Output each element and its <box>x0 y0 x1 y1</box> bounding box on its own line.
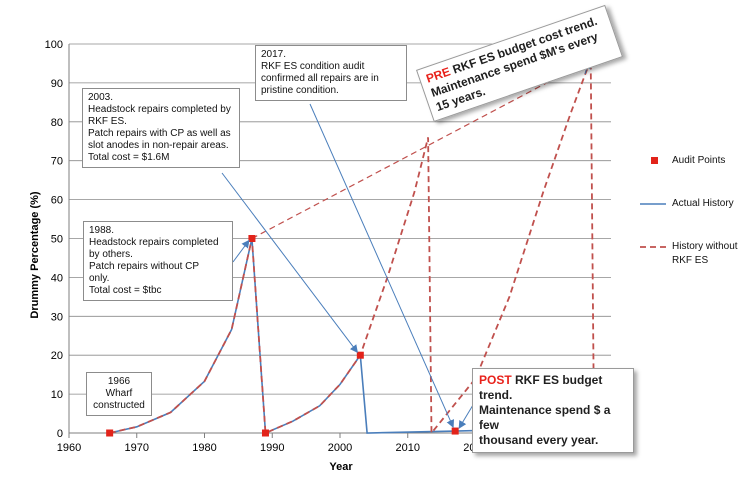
y-tick-label: 0 <box>57 428 63 440</box>
x-tick-label: 1980 <box>192 442 216 454</box>
y-tick-label: 10 <box>51 389 63 401</box>
annotation-line: 2017. <box>261 49 287 60</box>
legend-without-rkf-line1: History without <box>672 241 738 252</box>
annotation-2003: 2003. Headstock repairs completed by RKF… <box>82 88 240 168</box>
y-tick-label: 40 <box>51 272 63 284</box>
audit-point-marker <box>356 351 364 359</box>
audit-point-marker <box>248 235 256 242</box>
x-tick-label: 1990 <box>260 442 284 454</box>
annotation-line: by others. <box>89 249 133 260</box>
legend-audit-marker <box>651 157 658 164</box>
annotation-line: confirmed all repairs are in <box>261 73 379 84</box>
series-layer <box>106 59 612 437</box>
annotation-line: Total cost = $1.6M <box>88 152 170 163</box>
annotation-line: Patch repairs with CP as well as <box>88 128 231 139</box>
annotation-line: pristine condition. <box>261 85 339 96</box>
x-tick-label: 1970 <box>125 442 149 454</box>
annotation-line: Total cost = $tbc <box>89 285 162 296</box>
x-tick-label: 2000 <box>328 442 352 454</box>
annotation-1988: 1988. Headstock repairs completed by oth… <box>83 221 233 301</box>
y-tick-label: 80 <box>51 117 63 129</box>
y-tick-label: 20 <box>51 350 63 362</box>
annotation-line: 2003. <box>88 92 114 103</box>
legend-audit-points: Audit Points <box>672 155 726 166</box>
annotation-line: 1966 <box>107 376 131 387</box>
post-highlight: POST <box>479 373 512 387</box>
y-tick-label: 100 <box>45 39 63 51</box>
annotation-line: Headstock repairs completed by <box>88 104 231 115</box>
y-tick-label: 30 <box>51 311 63 323</box>
audit-point-marker <box>451 427 459 435</box>
annotation-line: RKF ES. <box>88 116 127 127</box>
x-tick-label: 1960 <box>57 442 81 454</box>
legend-without-rkf-line2: RKF ES <box>672 255 709 266</box>
annotation-line: Patch repairs without CP <box>89 261 200 272</box>
post-line-1: RKF ES budget trend. <box>479 373 603 402</box>
annotation-line: slot anodes in non-repair areas. <box>88 140 229 151</box>
annotation-line: Headstock repairs completed <box>89 237 219 248</box>
annotation-arrow <box>309 103 454 428</box>
annotation-line: constructed <box>93 400 145 411</box>
annotation-arrow <box>232 239 250 263</box>
annotation-2017: 2017. RKF ES condition audit confirmed a… <box>255 45 407 101</box>
annotation-line: only. <box>89 273 110 284</box>
annotation-1966: 1966 Wharf constructed <box>86 372 152 416</box>
pre-trend-line <box>251 59 591 240</box>
y-tick-label: 90 <box>51 78 63 90</box>
post-line-2: Maintenance spend $ a few <box>479 403 611 432</box>
legend-markers <box>640 157 666 248</box>
annotation-line: RKF ES condition audit <box>261 61 365 72</box>
x-axis-title: Year <box>329 461 353 473</box>
y-axis-title: Drummy Percentage (%) <box>29 191 41 318</box>
x-tick-label: 2010 <box>396 442 420 454</box>
legend-actual-history: Actual History <box>672 198 734 209</box>
annotation-line: 1988. <box>89 225 115 236</box>
audit-point-marker <box>261 429 269 437</box>
y-tick-label: 50 <box>51 234 63 246</box>
y-tick-label: 60 <box>51 195 63 207</box>
audit-point-marker <box>106 429 114 437</box>
post-line-3: thousand every year. <box>479 433 599 447</box>
annotation-line: Wharf <box>105 388 133 399</box>
post-budget-callout: POST RKF ES budget trend. Maintenance sp… <box>472 368 634 453</box>
y-tick-label: 70 <box>51 156 63 168</box>
annotation-arrow <box>221 172 358 353</box>
